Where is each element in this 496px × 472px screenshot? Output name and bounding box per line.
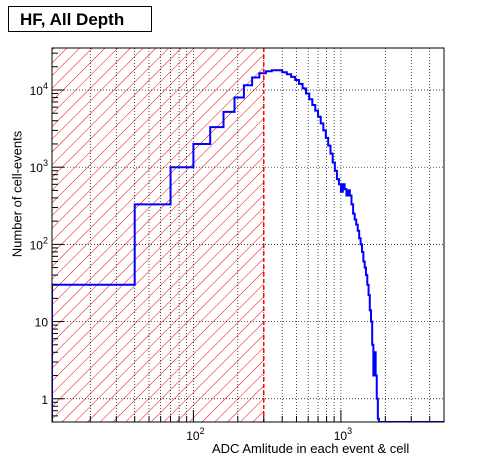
x-axis-label: ADC Amlitude in each event & cell	[212, 441, 410, 456]
chart-title-box: HF, All Depth	[8, 6, 152, 32]
y-tick-label: 10	[35, 316, 49, 330]
y-tick-label: 104	[30, 81, 48, 98]
x-tick-label: 103	[334, 426, 352, 443]
y-axis-label: Number of cell-events	[9, 130, 25, 258]
y-tick-label: 103	[30, 158, 48, 175]
plot-frame	[51, 47, 445, 423]
y-tick-label: 1	[41, 393, 48, 407]
y-tick-label: 102	[30, 235, 48, 252]
chart-title: HF, All Depth	[20, 10, 125, 29]
histogram-series	[52, 69, 444, 422]
cut-hatch-region	[52, 48, 264, 422]
x-tick-label: 102	[186, 426, 204, 443]
